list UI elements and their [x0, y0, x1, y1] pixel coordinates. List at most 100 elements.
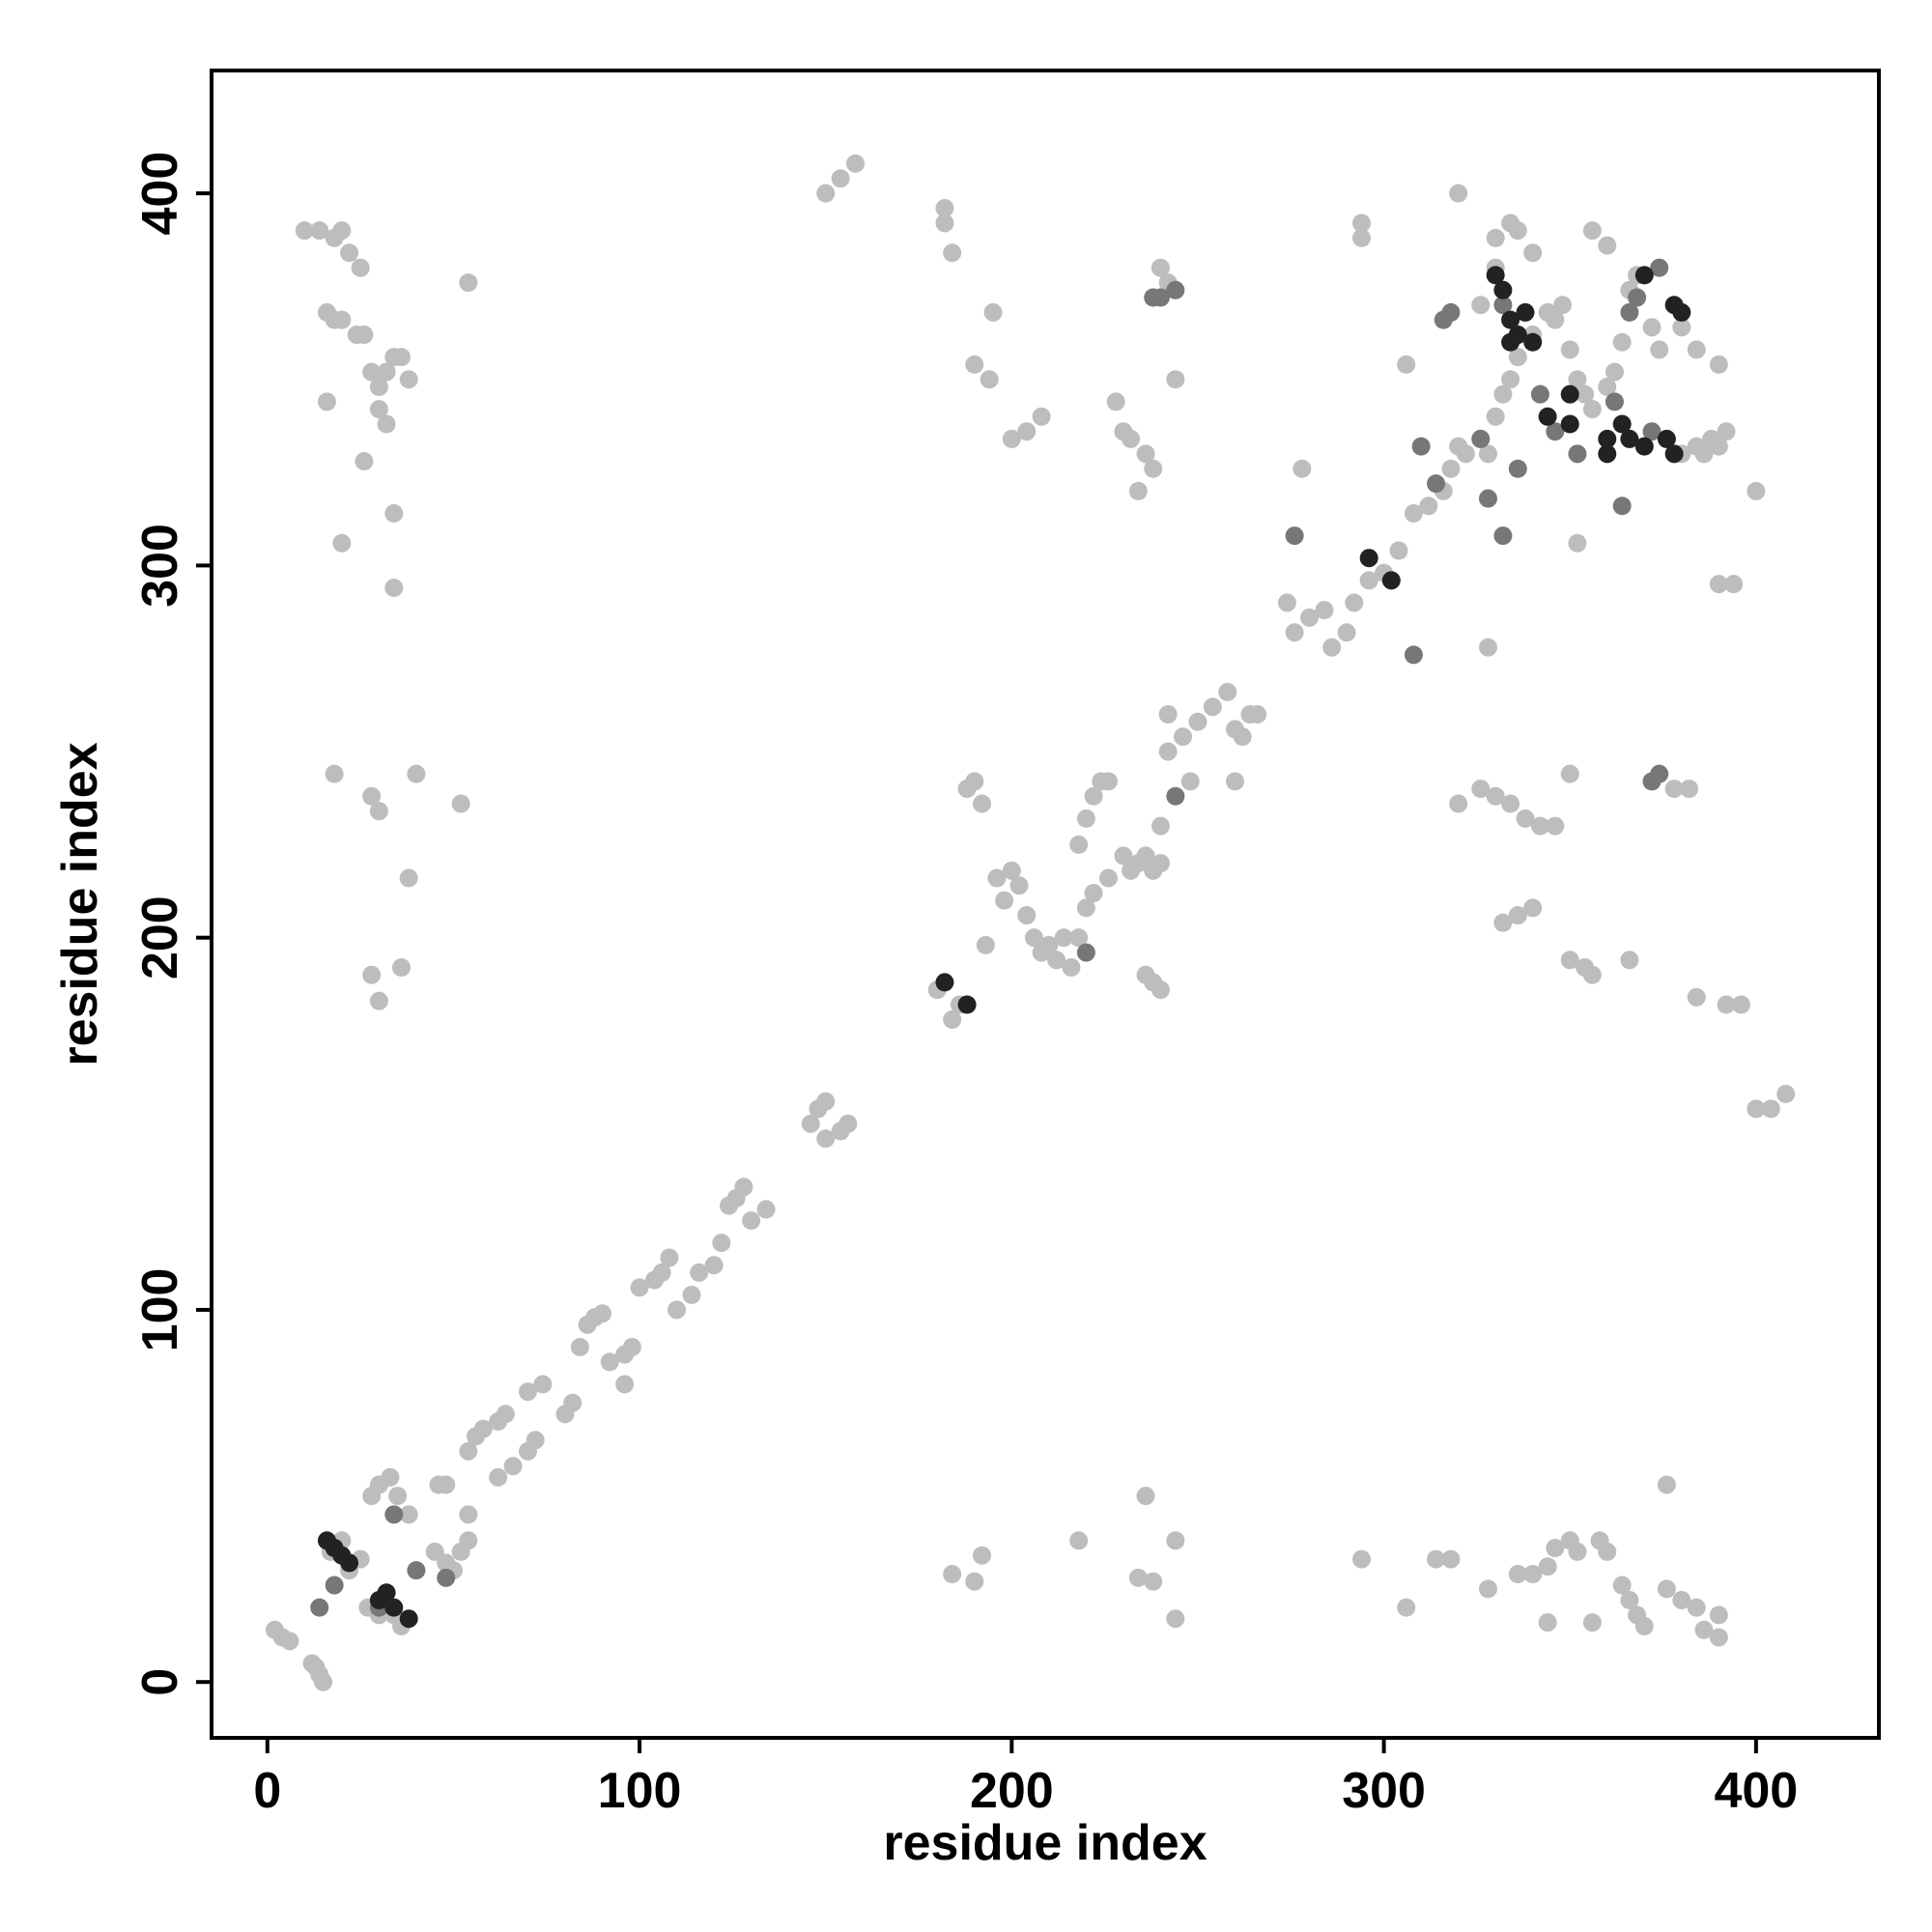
point	[1657, 429, 1676, 448]
point	[1493, 526, 1513, 546]
y-tick-label: 200	[132, 895, 188, 980]
point	[1062, 957, 1081, 977]
point	[437, 1475, 456, 1494]
point	[1158, 705, 1178, 724]
point	[1508, 348, 1527, 367]
point	[1612, 1576, 1632, 1595]
point	[1106, 392, 1125, 412]
point	[1620, 951, 1639, 970]
point	[1605, 362, 1624, 382]
point	[1032, 407, 1051, 426]
point	[1501, 794, 1520, 813]
point	[816, 184, 836, 203]
point	[1427, 474, 1446, 494]
point	[1351, 228, 1371, 247]
point	[391, 957, 411, 977]
point	[377, 362, 396, 382]
point	[1009, 876, 1029, 895]
point	[1650, 764, 1669, 783]
point	[1546, 816, 1565, 836]
point	[1523, 898, 1543, 918]
point	[1144, 1572, 1163, 1591]
point	[1687, 340, 1706, 359]
point	[987, 868, 1007, 888]
point	[1560, 951, 1579, 970]
point	[1709, 355, 1728, 374]
point	[1174, 727, 1193, 747]
point	[1493, 296, 1513, 315]
point	[1553, 296, 1573, 315]
point	[1136, 444, 1155, 464]
point	[1166, 786, 1185, 806]
point	[957, 995, 977, 1014]
point	[325, 764, 344, 783]
y-tick-label: 300	[132, 524, 188, 608]
point	[377, 1583, 396, 1603]
point	[1538, 1557, 1557, 1577]
point	[1694, 1620, 1714, 1639]
point	[1047, 951, 1066, 970]
y-tick-label: 400	[132, 152, 188, 236]
point	[384, 579, 404, 598]
point	[1017, 906, 1037, 925]
point	[1634, 266, 1654, 285]
point	[1166, 1531, 1185, 1550]
point	[712, 1234, 731, 1253]
point	[1084, 786, 1103, 806]
point	[317, 392, 336, 412]
point	[332, 533, 352, 553]
point	[1233, 727, 1252, 747]
y-axis-title: residue index	[52, 742, 108, 1065]
point	[1634, 437, 1654, 456]
x-tick-label: 100	[598, 1763, 682, 1819]
point	[1538, 407, 1557, 426]
point	[340, 243, 359, 263]
point	[973, 1546, 992, 1565]
point	[388, 1487, 408, 1506]
point	[1345, 593, 1364, 612]
point	[1731, 995, 1750, 1014]
point	[1136, 846, 1155, 866]
point	[1315, 601, 1334, 620]
x-tick-label: 400	[1714, 1763, 1798, 1819]
point	[1449, 794, 1468, 813]
point	[1664, 780, 1684, 799]
point	[1560, 764, 1579, 783]
point	[1486, 407, 1505, 426]
point	[1397, 1598, 1416, 1617]
point	[384, 1505, 404, 1524]
point	[660, 1248, 679, 1267]
point	[1530, 384, 1549, 404]
point	[1628, 288, 1647, 307]
point	[459, 1531, 478, 1550]
point	[1747, 481, 1766, 500]
point	[1576, 384, 1595, 404]
point	[570, 1337, 589, 1356]
point	[1709, 575, 1728, 594]
point	[1248, 705, 1267, 724]
point	[1069, 1531, 1089, 1550]
point	[1560, 340, 1579, 359]
point	[1389, 541, 1408, 560]
point	[668, 1300, 687, 1320]
point	[973, 794, 992, 813]
point	[935, 213, 954, 233]
point	[980, 370, 999, 389]
point	[1478, 444, 1497, 464]
point	[1523, 243, 1543, 263]
point	[1144, 459, 1163, 478]
point	[384, 1598, 404, 1617]
point	[1568, 533, 1587, 553]
point	[399, 1609, 418, 1629]
point	[965, 1572, 984, 1591]
point	[943, 1564, 962, 1583]
point	[1478, 489, 1497, 508]
point	[1612, 414, 1632, 434]
point	[1560, 384, 1579, 404]
point	[1508, 906, 1527, 925]
point	[816, 1092, 836, 1111]
point	[1478, 638, 1497, 657]
point	[690, 1263, 709, 1282]
point	[943, 243, 962, 263]
